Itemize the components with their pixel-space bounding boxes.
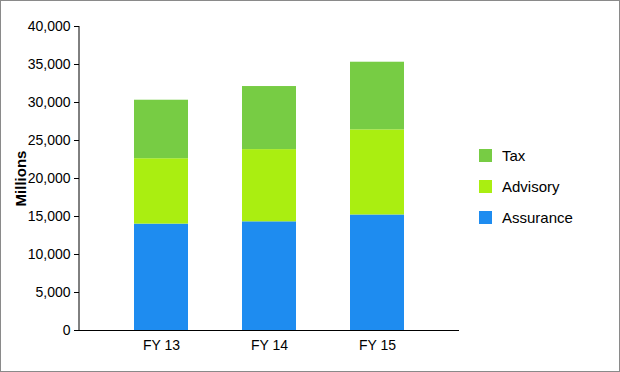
svg-text:40,000: 40,000 — [28, 18, 71, 34]
svg-text:5,000: 5,000 — [35, 284, 70, 300]
svg-text:0: 0 — [63, 322, 71, 338]
svg-text:FY 13: FY 13 — [143, 337, 180, 353]
html-text:Assurance: Assurance — [502, 208, 573, 226]
svg-text:25,000: 25,000 — [28, 132, 71, 148]
svg-text:30,000: 30,000 — [28, 94, 71, 110]
svg-text:10,000: 10,000 — [28, 246, 71, 262]
svg-text:20,000: 20,000 — [28, 170, 71, 186]
svg-text:FY 15: FY 15 — [359, 337, 396, 353]
svg-text:15,000: 15,000 — [28, 208, 71, 224]
svg-text:FY 14: FY 14 — [251, 337, 288, 353]
svg-text:Millions: Millions — [12, 151, 29, 207]
html-text:Tax: Tax — [502, 146, 526, 164]
html-text:Advisory: Advisory — [502, 177, 560, 195]
svg-text:35,000: 35,000 — [28, 56, 71, 72]
